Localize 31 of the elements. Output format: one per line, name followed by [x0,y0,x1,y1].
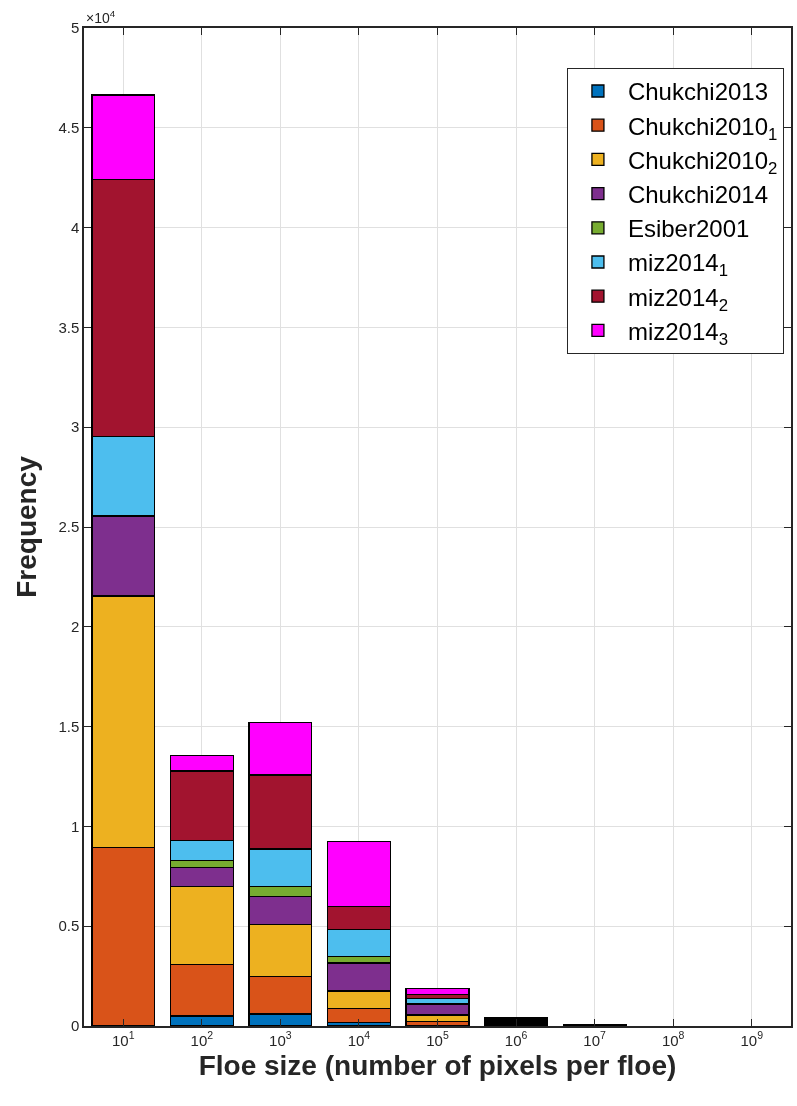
x-axis-title: Floe size (number of pixels per floe) [198,1050,677,1082]
y-axis-title: Frequency [10,455,42,598]
y-tick-label: 0.5 [58,917,80,935]
y-tick-label: 1 [70,817,80,835]
y-tick-label: 3.5 [58,318,80,336]
y-tick-label: 3 [70,418,80,436]
y-tick-label: 2 [70,618,80,636]
legend-label: miz2014$_{2}$ [627,283,728,315]
x-tick-label: 10$^{1}$ [112,1029,135,1049]
x-tick-label: 10$^{3}$ [269,1029,292,1049]
text: ×10$^{4}$ [86,8,116,26]
x-tick-label: 10$^{4}$ [347,1029,371,1049]
legend-label: Esiber2001 [627,215,750,243]
x-tick-label: 10$^{2}$ [190,1029,214,1049]
y-tick-label: 4.5 [58,119,80,137]
y-tick-label: 1.5 [58,717,80,735]
y-tick-label: 4 [70,218,80,236]
x-tick-label: 10$^{7}$ [583,1029,607,1049]
legend-label: miz2014$_{1}$ [627,249,728,281]
x-tick-label: 10$^{5}$ [426,1029,449,1049]
x-tick-label: 10$^{9}$ [740,1029,764,1049]
legend-label: Chukchi2010$_{2}$ [627,146,778,178]
legend-label: Chukchi2014 [627,180,769,208]
y-tick-label: 0 [70,1017,80,1035]
legend-label: miz2014$_{3}$ [627,317,728,349]
y-tick-label: 5 [70,19,80,37]
legend-label: Chukchi2010$_{1}$ [627,112,778,144]
x-tick-label: 10$^{6}$ [504,1029,528,1049]
y-tick-label: 2.5 [58,518,80,536]
x-tick-label: 10$^{8}$ [661,1029,685,1049]
legend-label: Chukchi2013 [627,78,769,106]
